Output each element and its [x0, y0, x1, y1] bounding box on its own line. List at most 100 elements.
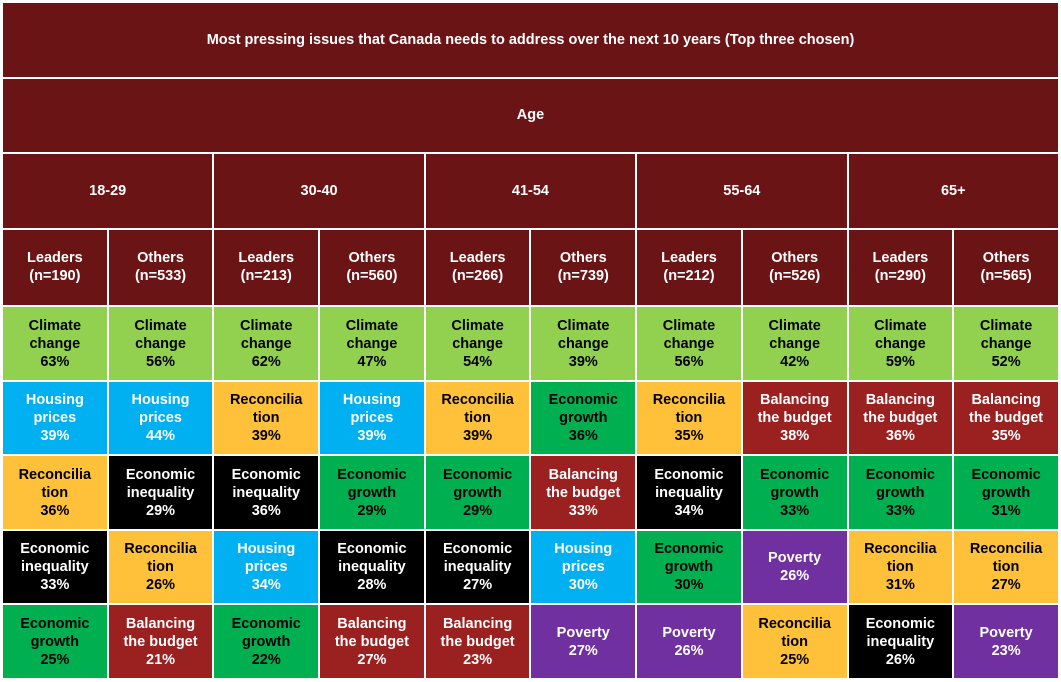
issue-label: Housing	[554, 541, 613, 558]
issue-percent: 34%	[674, 502, 704, 519]
issue-percent: 38%	[780, 428, 810, 445]
column-header: Others (n=533)	[106, 227, 215, 308]
issue-label: growth	[770, 484, 819, 501]
column-role-label: Others	[137, 250, 184, 267]
issue-cell: Poverty 26%	[740, 528, 849, 606]
issue-label: tion	[675, 410, 703, 427]
issue-label: Balancing	[760, 392, 830, 409]
rank-row: Housing prices 39% Housing prices 44% Reconcil…	[1, 379, 1060, 457]
issue-cell: Economic growth 30%	[635, 528, 743, 606]
issue-label: Poverty	[768, 550, 822, 567]
column-header: Others (n=739)	[529, 227, 638, 308]
issue-cell: Reconcilia tion 26%	[106, 528, 215, 606]
issue-cell: Economic inequality 36%	[212, 454, 321, 531]
issue-percent: 25%	[40, 651, 70, 668]
issue-cell: Reconcilia tion 31%	[846, 528, 955, 606]
issue-label: tion	[464, 410, 491, 427]
issue-cell: Economic growth 29%	[318, 454, 426, 531]
issue-label: the budget	[546, 484, 621, 501]
column-header: Leaders (n=212)	[635, 227, 743, 308]
issue-cell: Housing prices 34%	[212, 528, 321, 606]
column-header: Leaders (n=190)	[1, 227, 109, 308]
title-row: Most pressing issues that Canada needs t…	[1, 1, 1060, 79]
issue-label: Climate	[768, 317, 821, 334]
issue-cell: Balancing the budget 35%	[952, 379, 1060, 457]
issue-label: Economic	[337, 466, 407, 483]
issue-cell: Economic growth 29%	[423, 454, 532, 531]
column-sample-size: (n=266)	[452, 268, 504, 285]
column-role-label: Leaders	[238, 250, 295, 267]
issue-label: growth	[242, 633, 291, 650]
issue-label: Economic	[337, 541, 407, 558]
issue-percent: 39%	[251, 428, 281, 445]
age-groups-row: 18-29 30-40 41-54 55-64 65+	[0, 152, 1060, 230]
issue-percent: 42%	[780, 353, 810, 370]
issue-cell: Economic growth 31%	[952, 454, 1060, 531]
column-sample-size: (n=739)	[557, 268, 609, 285]
issue-label: Climate	[134, 317, 187, 334]
issue-percent: 29%	[357, 502, 387, 519]
column-role-label: Leaders	[449, 250, 506, 267]
issue-label: Climate	[874, 317, 927, 334]
issue-label: tion	[252, 410, 280, 427]
column-role-label: Leaders	[872, 250, 929, 267]
issue-percent: 27%	[357, 651, 387, 668]
age-group-header: 41-54	[423, 152, 638, 230]
issue-label: the budget	[863, 410, 938, 427]
issue-cell: Housing prices 39%	[1, 379, 109, 457]
column-sample-size: (n=190)	[29, 268, 81, 285]
issue-label: Poverty	[662, 624, 716, 641]
issue-cell: Balancing the budget 27%	[318, 603, 426, 680]
column-sample-size: (n=526)	[769, 268, 821, 285]
issue-label: Economic	[548, 392, 618, 409]
issue-label: prices	[561, 559, 605, 576]
issue-label: Climate	[28, 317, 82, 334]
issue-percent: 52%	[991, 353, 1021, 370]
issue-label: Climate	[345, 317, 399, 334]
column-header: Leaders (n=290)	[846, 227, 955, 308]
issue-label: change	[240, 335, 292, 352]
issue-percent: 33%	[885, 502, 915, 519]
issue-percent: 56%	[674, 353, 704, 370]
column-role-label: Others	[771, 250, 819, 267]
column-role-label: Others	[348, 250, 396, 267]
issue-cell: Economic inequality 33%	[1, 528, 109, 606]
column-header: Others (n=565)	[952, 227, 1060, 308]
issue-label: Reconcilia	[864, 541, 937, 558]
issue-cell: Balancing the budget 33%	[529, 454, 638, 531]
issue-cell: Housing prices 30%	[529, 528, 638, 606]
issue-label: Balancing	[442, 615, 513, 632]
age-group-header: 30-40	[212, 152, 426, 230]
issue-cell: Climate change 56%	[106, 305, 215, 382]
issue-label: Reconcilia	[758, 615, 831, 632]
issue-cell: Economic inequality 34%	[635, 454, 743, 531]
issue-label: tion	[147, 559, 174, 576]
issue-percent: 36%	[885, 428, 915, 445]
rank-row: Economic growth 25% Balancing the budget 21% E…	[1, 603, 1060, 680]
issue-percent: 54%	[463, 353, 493, 370]
column-sample-size: (n=565)	[980, 268, 1032, 285]
issue-percent: 33%	[40, 577, 70, 594]
issue-label: growth	[453, 484, 502, 501]
issue-percent: 31%	[885, 577, 915, 594]
issue-label: growth	[30, 633, 79, 650]
issue-label: prices	[139, 410, 182, 427]
issue-percent: 27%	[568, 642, 598, 659]
issue-label: Reconcilia	[18, 466, 92, 483]
issue-label: Reconcilia	[441, 392, 514, 409]
issue-percent: 35%	[991, 428, 1021, 445]
issue-cell: Economic growth 22%	[212, 603, 321, 680]
issue-label: Economic	[971, 466, 1041, 483]
issue-percent: 28%	[357, 577, 387, 594]
issue-cell: Balancing the budget 38%	[740, 379, 849, 457]
issue-percent: 56%	[146, 353, 176, 370]
issue-percent: 33%	[568, 502, 598, 519]
issue-cell: Poverty 23%	[952, 603, 1060, 680]
issue-label: Economic	[865, 615, 935, 632]
column-header: Leaders (n=266)	[423, 227, 532, 308]
rank-row: Reconcilia tion 36% Economic inequality 29% Ec…	[1, 454, 1060, 531]
issue-label: Balancing	[548, 466, 618, 483]
issue-percent: 44%	[146, 428, 176, 445]
issue-label: Housing	[237, 541, 296, 558]
